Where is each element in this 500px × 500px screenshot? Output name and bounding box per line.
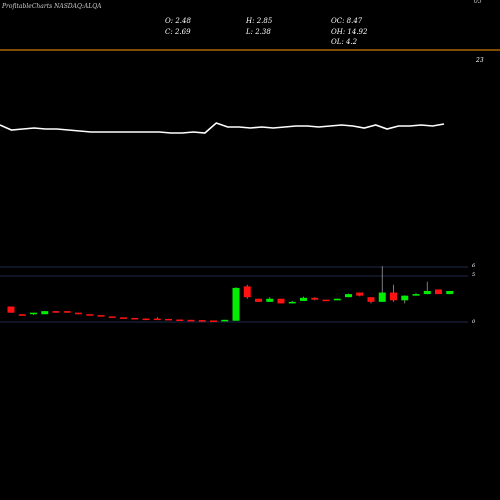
ol-value: OL: 4.2	[331, 38, 358, 46]
candle-body	[63, 311, 71, 313]
candle-body	[131, 317, 139, 320]
volume-axis-tick: 0	[472, 319, 476, 325]
candle-body	[378, 292, 386, 302]
oc-value: OC: 8.47	[331, 17, 363, 25]
candle-body	[367, 297, 375, 302]
candle-body	[423, 291, 431, 295]
close-value: C: 2.69	[165, 28, 191, 36]
candle-body	[243, 286, 251, 298]
candle-body	[153, 318, 161, 321]
candle-body	[86, 314, 94, 316]
candle-body	[221, 319, 229, 322]
corner-label: 05	[474, 0, 482, 5]
candle-body	[311, 297, 319, 300]
candle-body	[7, 306, 15, 313]
low-value: L: 2.38	[246, 28, 271, 36]
candle-body	[333, 298, 341, 301]
price-axis-tick: 23	[476, 57, 484, 64]
candle-body	[30, 312, 37, 315]
candle-body	[165, 318, 172, 321]
open-value: O: 2.48	[165, 17, 191, 25]
candle-body	[97, 315, 105, 317]
candle-body	[232, 287, 240, 321]
price-series-line	[0, 122, 445, 134]
high-value: H: 2.85	[246, 17, 273, 25]
candle-body	[345, 294, 352, 298]
candle-body	[401, 295, 409, 301]
candle-body	[52, 311, 60, 313]
candle-body	[108, 316, 116, 318]
candle-body	[266, 298, 274, 302]
candle-body	[187, 319, 195, 322]
candle-body	[435, 289, 442, 295]
candle-body	[75, 312, 82, 315]
candle-body	[198, 320, 206, 322]
candle-body	[412, 294, 420, 296]
candle-body	[288, 301, 296, 304]
candle-body	[176, 319, 184, 322]
candle-body	[356, 292, 364, 296]
candle-body	[142, 318, 150, 321]
chart-title: ProfitableCharts NASDAQ:ALQA	[2, 3, 102, 10]
volume-axis-tick: 6	[472, 263, 476, 269]
candle-body	[300, 297, 307, 301]
candle-body	[322, 299, 330, 302]
candle-body	[446, 291, 454, 295]
candle-body	[18, 314, 26, 316]
candle-body	[41, 311, 49, 315]
oh-value: OH: 14.92	[331, 28, 368, 36]
volume-axis-tick: 5	[472, 272, 476, 278]
candle-body	[120, 317, 127, 319]
candle-body	[255, 298, 262, 302]
candle-body	[210, 320, 217, 322]
candle-body	[277, 298, 285, 304]
candle-body	[390, 292, 397, 301]
candlestick-group	[7, 266, 454, 322]
